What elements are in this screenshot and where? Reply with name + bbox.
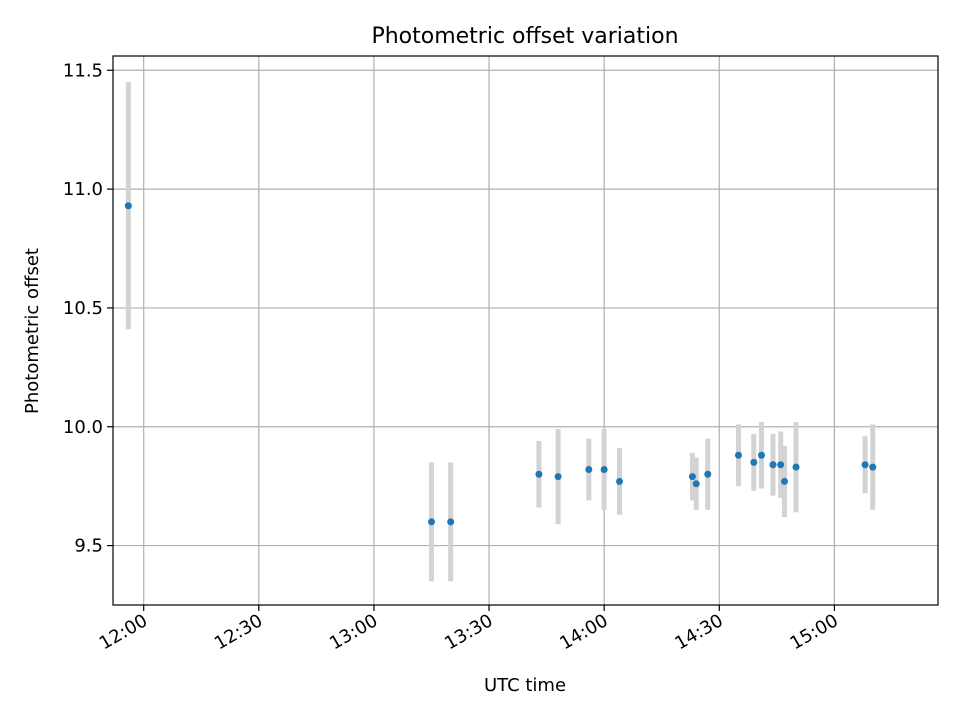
data-point [692, 480, 700, 488]
chart-title: Photometric offset variation [371, 24, 678, 49]
data-point [124, 202, 132, 210]
y-axis-title: Photometric offset [22, 248, 43, 414]
data-point [585, 466, 593, 474]
data-point [600, 466, 608, 474]
y-axis-ticks: 9.5 10.0 10.5 11.0 11.5 [63, 60, 113, 557]
y-tick-label: 10.5 [63, 298, 103, 319]
data-point [447, 518, 455, 526]
grid-lines [113, 56, 938, 605]
data-point [869, 463, 877, 471]
data-point [427, 518, 435, 526]
y-tick-label: 11.5 [63, 60, 103, 81]
y-tick-label: 10.0 [63, 417, 103, 438]
y-tick-label: 9.5 [74, 536, 103, 557]
y-tick-label: 11.0 [63, 179, 103, 200]
data-point [704, 470, 712, 478]
data-point [861, 461, 869, 469]
data-point [750, 458, 758, 466]
data-point [554, 473, 562, 481]
x-axis-title: UTC time [484, 675, 566, 696]
data-point [535, 470, 543, 478]
data-point [616, 477, 624, 485]
data-point [688, 473, 696, 481]
data-point [769, 461, 777, 469]
plot-area-frame [112, 55, 939, 606]
data-point [734, 451, 742, 459]
data-point [757, 451, 765, 459]
data-point [792, 463, 800, 471]
data-point [781, 477, 789, 485]
data-points [124, 202, 877, 526]
data-point [777, 461, 785, 469]
